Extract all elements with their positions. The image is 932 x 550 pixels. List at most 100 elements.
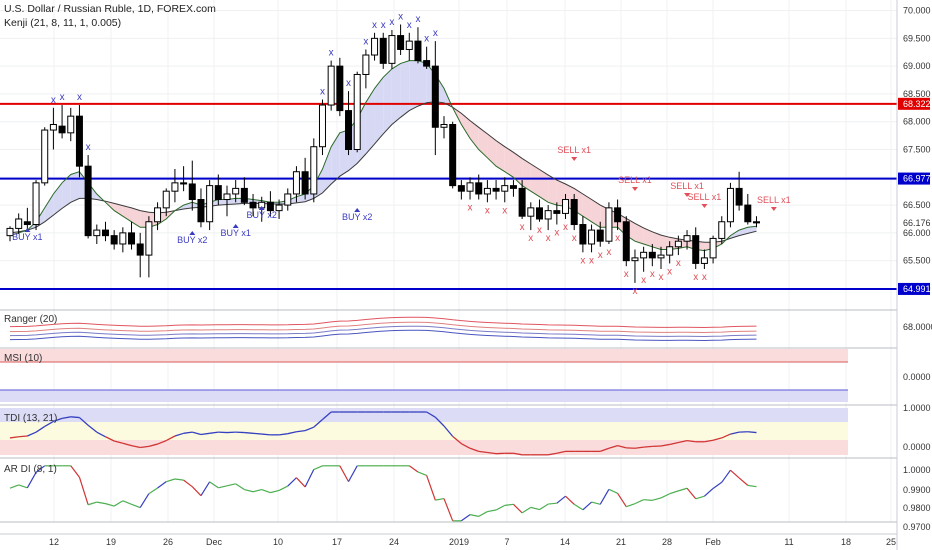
candle-body [648,251,656,259]
tdi-line [313,419,323,428]
ranger-band [9,321,757,334]
sell-x-marker: x [659,272,664,283]
sell-arrow [701,204,708,208]
ardi-line [113,500,124,507]
candle-body [397,35,405,50]
candle-body [414,40,422,62]
ardi-line [209,481,219,489]
ardi-line [695,495,705,500]
ardi-line [643,499,653,501]
candle-body [345,110,353,150]
candle-body [188,183,196,201]
cloud-segment [634,223,644,244]
candle-body [605,207,613,242]
indicator-label[interactable]: Kenji (21, 8, 11, 1, 0.005) [4,17,122,29]
level-price-label: 64.991 [903,284,931,294]
time-tick-label: 18 [841,537,851,547]
time-tick-label: 2019 [449,537,469,547]
ardi-line [35,465,46,473]
ardi-line [478,511,488,517]
ardi-line [200,481,211,497]
ardi-tick-label: 1.0000 [903,465,931,475]
ardi-line [105,503,115,507]
tdi-line [443,425,454,437]
ranger-label[interactable]: Ranger (20) [4,314,58,325]
ardi-tick-label: 0.9700 [903,522,931,532]
sell-x-marker: x [606,247,611,258]
buy-x-marker: x [381,20,386,31]
tdi-line [461,443,471,449]
buy-x-marker: x [433,28,438,39]
candle-body [709,237,717,259]
msi-label[interactable]: MSI (10) [4,353,43,364]
sell-x-marker: x [598,250,603,261]
cloud-segment [522,158,531,192]
candle-body [266,201,274,212]
tdi-line [9,436,19,439]
sell-x-marker: x [520,222,525,233]
tdi-line [434,416,445,427]
candle-body [232,187,240,195]
candle-body [622,221,630,262]
sell-x-marker: x [693,272,698,283]
ardi-line [704,488,714,497]
ardi-line [226,483,236,487]
candle-body [336,65,344,112]
sell-x-marker: x [615,233,620,244]
tdi-line [643,445,653,448]
ardi-line [426,475,436,501]
time-tick-label: 24 [389,537,399,547]
buy-signal-label: BUY x2 [177,235,207,245]
time-tick-label: 28 [662,537,672,547]
cloud-segment [183,202,193,209]
ardi-line [261,488,271,494]
price-axis[interactable]: 70.00069.50069.00068.50068.00067.50067.0… [896,0,932,550]
time-tick-label: Dec [206,537,223,547]
level-price-box [898,172,930,185]
cloud-segment [730,230,740,239]
candle-body [726,187,734,223]
tdi-line [192,431,202,436]
ardi-line [660,493,670,499]
sell-x-marker: x [580,255,585,266]
cloud-segment [643,227,653,247]
candle-body [93,229,101,237]
sell-x-marker: x [589,255,594,266]
candle-body [553,210,561,214]
ardi-line [721,469,731,483]
tdi-label[interactable]: TDI (13, 21) [4,413,58,424]
cloud-segment [496,140,505,172]
candle-body [579,224,587,245]
ardi-line [599,489,610,505]
sell-x-marker: x [468,203,473,214]
cloud-segment [391,63,401,125]
ardi-line [417,471,427,477]
price-tick-label: 69.000 [903,61,931,71]
candle-body [145,221,153,256]
candle-body [292,171,300,195]
ardi-line [347,465,358,482]
ardi-line [556,495,566,504]
price-tick-label: 66.500 [903,200,931,210]
ardi-line [686,487,697,500]
candle-body [110,235,118,245]
level-price-label: 68.322 [903,99,931,109]
candle-body [240,187,248,203]
cloud-segment [470,120,479,150]
levels-layer [0,102,897,290]
candle-body [735,187,743,206]
ardi-label[interactable]: AR DI (8, 1) [4,464,57,475]
candle-body [58,125,66,134]
candle-body [23,221,31,226]
buy-x-marker: x [407,20,412,31]
candle-body [171,182,179,192]
cloud-segment [322,146,332,193]
buy-x-marker: x [77,92,82,103]
ardi-line [747,484,757,488]
tdi-line [27,431,37,437]
ma-layer [9,60,757,252]
tdi-line [478,450,488,454]
time-axis[interactable]: 12 19 26 Dec 10 17 24 2019 7 14 21 28 Feb 11 18 25 [0,533,897,547]
ardi-line [548,502,557,505]
time-tick-label: 25 [886,537,896,547]
